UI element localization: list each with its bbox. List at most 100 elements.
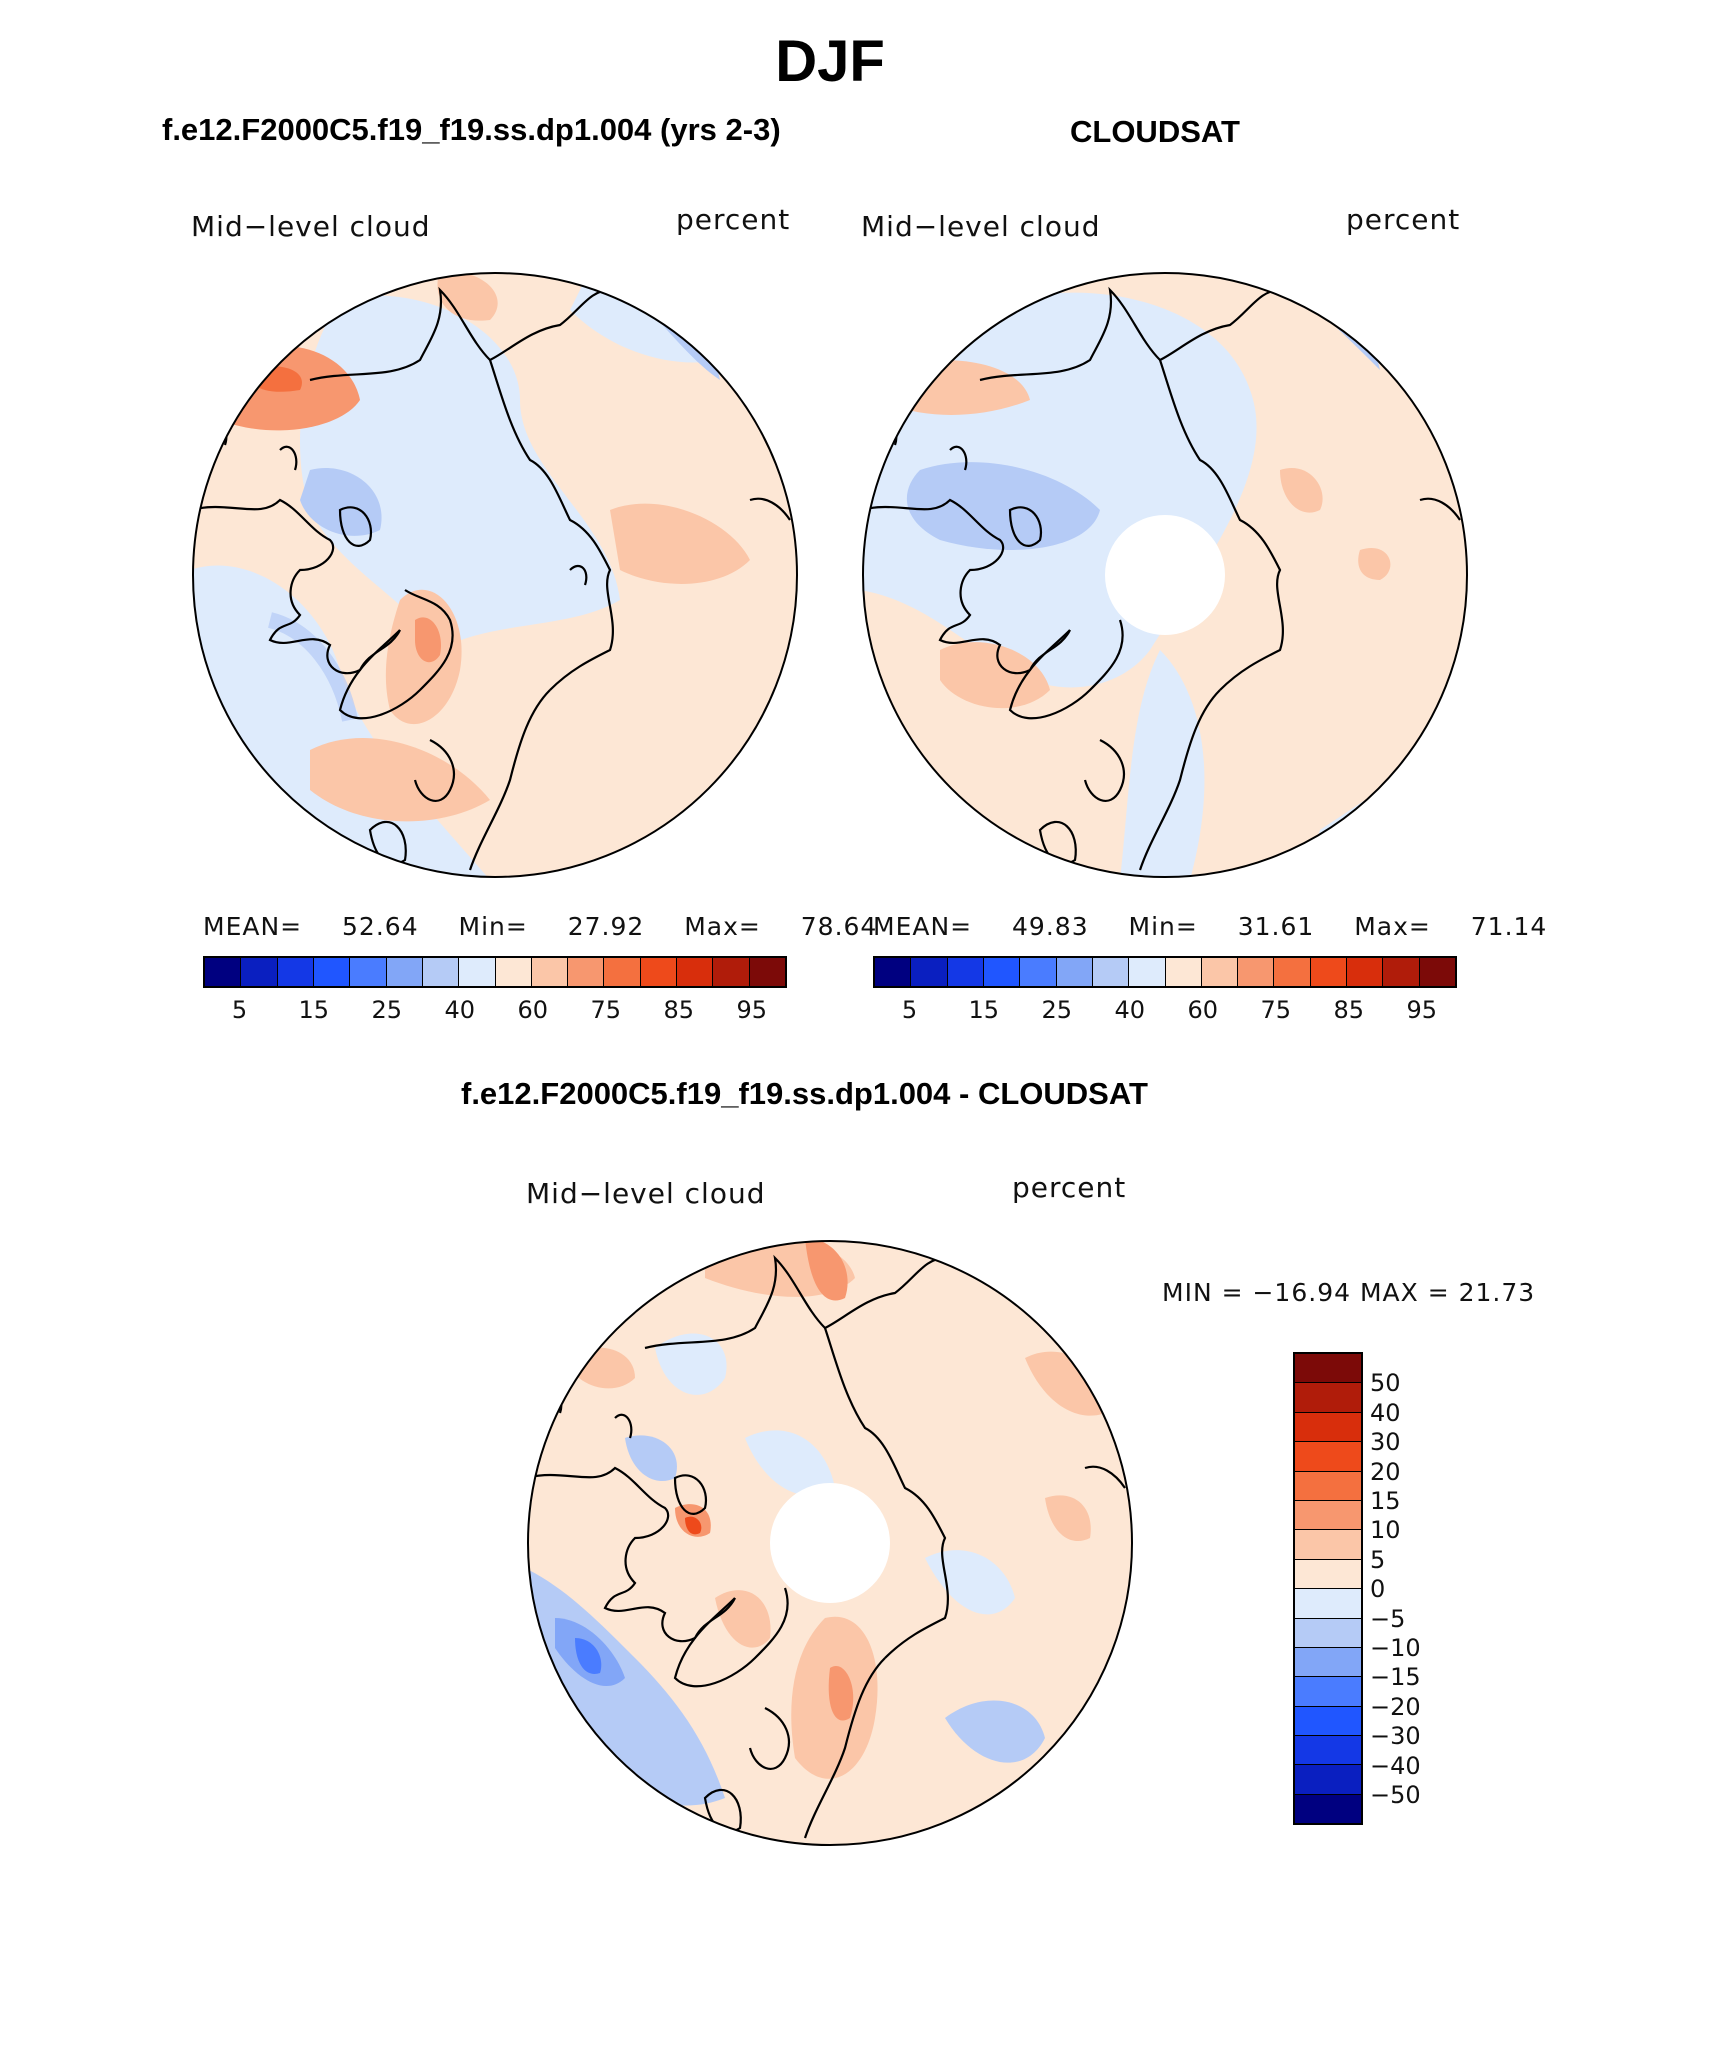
obs-variable-label: Mid−level cloud bbox=[861, 210, 1101, 243]
diff-colorbar-cell bbox=[1295, 1589, 1361, 1619]
obs-min-value: 31.61 bbox=[1237, 912, 1315, 941]
model-stats: MEAN= 52.64 Min= 27.92 Max= 78.64 bbox=[203, 912, 877, 941]
obs-colorbar-tick: 5 bbox=[901, 996, 918, 1024]
model-colorbar-cell bbox=[604, 958, 641, 986]
diff-colorbar-tick: 50 bbox=[1370, 1369, 1401, 1398]
diff-colorbar-tick: −15 bbox=[1370, 1663, 1421, 1692]
model-colorbar-cell bbox=[386, 958, 423, 986]
obs-colorbar-tick: 25 bbox=[1041, 996, 1073, 1024]
obs-panel-title: CLOUDSAT bbox=[1070, 114, 1240, 149]
model-colorbar-tick: 75 bbox=[590, 996, 622, 1024]
diff-colorbar-tick: 0 bbox=[1370, 1575, 1386, 1604]
obs-colorbar-cell bbox=[1310, 958, 1348, 986]
model-colorbar-tick: 40 bbox=[444, 996, 476, 1024]
model-panel-title: f.e12.F2000C5.f19_f19.ss.dp1.004 (yrs 2-… bbox=[162, 112, 781, 147]
diff-colorbar-cell bbox=[1295, 1442, 1361, 1472]
obs-colorbar-cell bbox=[1383, 958, 1420, 986]
model-colorbar-cell bbox=[277, 958, 314, 986]
diff-colorbar-tick: −20 bbox=[1370, 1692, 1421, 1721]
diff-colorbar-cell bbox=[1295, 1530, 1361, 1560]
model-colorbar-cell bbox=[531, 958, 569, 986]
model-colorbar-tick: 95 bbox=[736, 996, 768, 1024]
obs-stats: MEAN= 49.83 Min= 31.61 Max= 71.14 bbox=[873, 912, 1547, 941]
obs-colorbar-cell bbox=[1201, 958, 1239, 986]
diff-colorbar-tick: −5 bbox=[1370, 1604, 1406, 1633]
model-min-label: Min= bbox=[458, 912, 528, 941]
obs-colorbar-cell bbox=[1419, 958, 1455, 986]
model-colorbar-cell bbox=[713, 958, 750, 986]
model-max-value: 78.64 bbox=[800, 912, 878, 941]
obs-units-label: percent bbox=[1346, 203, 1461, 236]
obs-mean-label: MEAN= bbox=[873, 912, 973, 941]
obs-mean-value: 49.83 bbox=[1012, 912, 1089, 941]
model-units-label: percent bbox=[676, 203, 791, 236]
model-colorbar-cell bbox=[205, 958, 242, 986]
model-colorbar-tick: 5 bbox=[231, 996, 248, 1024]
obs-min-label: Min= bbox=[1128, 912, 1198, 941]
diff-colorbar-tick: −10 bbox=[1370, 1634, 1421, 1662]
obs-colorbar-cell bbox=[1347, 958, 1384, 986]
diff-colorbar-cell bbox=[1295, 1794, 1361, 1824]
model-colorbar-tick: 25 bbox=[371, 996, 403, 1024]
obs-colorbar-tick: 95 bbox=[1406, 996, 1438, 1024]
obs-colorbar-tick: 75 bbox=[1260, 996, 1292, 1024]
diff-colorbar-cell bbox=[1295, 1500, 1361, 1531]
difference-polar-map bbox=[527, 1240, 1133, 1846]
cloudsat-polar-map bbox=[862, 272, 1468, 878]
diff-variable-label: Mid−level cloud bbox=[526, 1177, 766, 1210]
diff-colorbar-cell bbox=[1295, 1677, 1361, 1707]
obs-colorbar-tick: 85 bbox=[1333, 996, 1365, 1024]
obs-colorbar-cell bbox=[947, 958, 984, 986]
diff-colorbar-cell bbox=[1295, 1383, 1361, 1413]
diff-colorbar-tick: 5 bbox=[1370, 1545, 1386, 1574]
diff-colorbar-tick: 30 bbox=[1370, 1428, 1401, 1457]
obs-colorbar-cell bbox=[1092, 958, 1130, 986]
model-colorbar-cell bbox=[241, 958, 278, 986]
model-colorbar-tick: 85 bbox=[663, 996, 695, 1024]
model-colorbar-ticks: 5 15 25 40 60 75 85 95 bbox=[203, 996, 787, 1026]
model-min-value: 27.92 bbox=[567, 912, 645, 941]
diff-colorbar-tick: −40 bbox=[1370, 1751, 1421, 1780]
model-colorbar-cell bbox=[677, 958, 714, 986]
obs-colorbar-cell bbox=[1056, 958, 1093, 986]
model-colorbar-cell bbox=[459, 958, 496, 986]
model-colorbar-cell bbox=[495, 958, 532, 986]
obs-colorbar-cell bbox=[1165, 958, 1202, 986]
obs-colorbar-cell bbox=[1129, 958, 1166, 986]
obs-colorbar-cell bbox=[1274, 958, 1311, 986]
model-colorbar-cell bbox=[422, 958, 460, 986]
obs-colorbar-tick: 60 bbox=[1187, 996, 1219, 1024]
obs-colorbar-cell bbox=[983, 958, 1021, 986]
diff-colorbar-ticks: 50 40 30 20 15 10 5 0 −5 −10 −15 −20 −30 −40 −50 bbox=[1370, 1352, 1490, 1832]
diff-panel-title: f.e12.F2000C5.f19_f19.ss.dp1.004 - CLOUD… bbox=[461, 1076, 1148, 1111]
model-colorbar-tick: 60 bbox=[517, 996, 549, 1024]
model-colorbar-cell bbox=[313, 958, 351, 986]
diff-colorbar-tick: −50 bbox=[1370, 1781, 1421, 1809]
diff-colorbar-cell bbox=[1295, 1765, 1361, 1795]
model-max-label: Max= bbox=[684, 912, 761, 941]
obs-colorbar bbox=[873, 956, 1457, 988]
diff-colorbar-cell bbox=[1295, 1618, 1361, 1648]
obs-colorbar-cell bbox=[875, 958, 912, 986]
obs-colorbar-tick: 40 bbox=[1114, 996, 1146, 1024]
obs-colorbar-cell bbox=[1238, 958, 1275, 986]
diff-colorbar bbox=[1293, 1352, 1363, 1826]
diff-units-label: percent bbox=[1012, 1171, 1127, 1204]
obs-colorbar-tick: 15 bbox=[968, 996, 1000, 1024]
diff-colorbar-tick: 20 bbox=[1370, 1457, 1401, 1486]
model-colorbar-cell bbox=[350, 958, 387, 986]
diff-colorbar-tick: 15 bbox=[1370, 1487, 1401, 1515]
model-variable-label: Mid−level cloud bbox=[191, 210, 431, 243]
model-colorbar-cell bbox=[640, 958, 678, 986]
model-mean-label: MEAN= bbox=[203, 912, 303, 941]
obs-colorbar-ticks: 5 15 25 40 60 75 85 95 bbox=[873, 996, 1457, 1026]
diff-colorbar-cell bbox=[1295, 1736, 1361, 1766]
page-title: DJF bbox=[775, 29, 885, 94]
model-colorbar bbox=[203, 956, 787, 988]
diff-colorbar-tick: 10 bbox=[1370, 1516, 1401, 1545]
model-polar-map bbox=[192, 272, 798, 878]
model-colorbar-tick: 15 bbox=[298, 996, 330, 1024]
diff-colorbar-tick: −30 bbox=[1370, 1722, 1421, 1751]
model-colorbar-cell bbox=[568, 958, 605, 986]
diff-colorbar-cell bbox=[1295, 1706, 1361, 1737]
